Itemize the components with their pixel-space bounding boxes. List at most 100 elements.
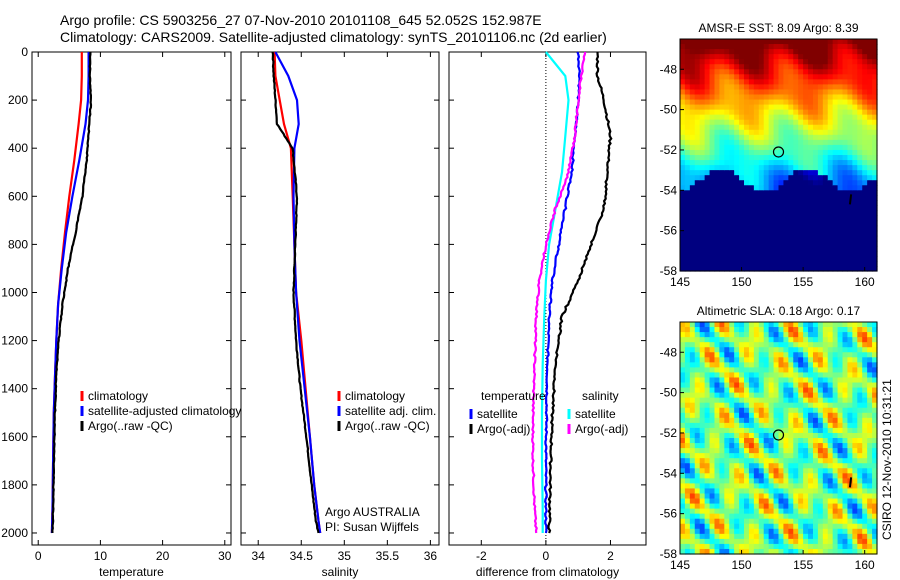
heatmap-cell — [724, 523, 730, 530]
heatmap-cell — [793, 397, 799, 404]
heatmap-cell — [808, 170, 814, 176]
heatmap-cell — [714, 165, 720, 171]
heatmap-cell — [684, 99, 691, 106]
heatmap-cell — [783, 327, 789, 333]
heatmap-cell — [709, 220, 716, 227]
heatmap-cell — [739, 109, 745, 116]
heatmap-cell — [744, 59, 750, 65]
heatmap-cell — [867, 387, 873, 394]
heatmap-cell — [837, 443, 844, 449]
heatmap-cell — [817, 493, 824, 500]
heatmap-cell — [788, 372, 794, 379]
heatmap-cell — [837, 387, 844, 394]
heatmap-cell — [857, 160, 863, 166]
heatmap-cell — [817, 448, 824, 454]
heatmap-cell — [862, 230, 868, 237]
heatmap-cell — [842, 235, 849, 242]
heatmap-cell — [837, 478, 844, 484]
heatmap-cell — [852, 54, 858, 60]
y-tick-label: -58 — [660, 264, 678, 278]
heatmap-cell — [704, 59, 711, 65]
heatmap-cell — [763, 372, 770, 379]
heatmap-cell — [783, 180, 789, 186]
heatmap-cell — [704, 54, 711, 60]
heatmap-cell — [778, 377, 785, 384]
heatmap-cell — [734, 44, 740, 50]
heatmap-cell — [847, 119, 853, 126]
heatmap-cell — [832, 327, 839, 333]
heatmap-cell — [783, 438, 789, 444]
heatmap-cell — [842, 180, 849, 186]
heatmap-cell — [729, 74, 735, 80]
heatmap-cell — [734, 190, 740, 196]
heatmap-cell — [837, 372, 844, 379]
heatmap-cell — [729, 518, 735, 525]
heatmap-cell — [837, 79, 844, 85]
heatmap-cell — [832, 347, 839, 353]
heatmap-cell — [680, 463, 686, 469]
heatmap-cell — [773, 342, 780, 348]
heatmap-cell — [753, 235, 760, 242]
heatmap-cell — [763, 337, 770, 343]
heatmap-cell — [832, 69, 839, 75]
heatmap-cell — [684, 377, 691, 384]
heatmap-cell — [768, 210, 775, 217]
heatmap-cell — [758, 240, 765, 247]
heatmap-cell — [862, 478, 868, 484]
heatmap-cell — [778, 99, 785, 106]
heatmap-cell — [822, 139, 829, 146]
heatmap-cell — [734, 235, 740, 242]
heatmap-cell — [680, 220, 686, 227]
heatmap-cell — [739, 513, 745, 520]
heatmap-cell — [744, 144, 750, 151]
heatmap-cell — [793, 543, 799, 550]
heatmap-cell — [739, 240, 745, 247]
heatmap-cell — [694, 407, 701, 414]
heatmap-cell — [680, 432, 686, 439]
heatmap-cell — [872, 165, 878, 171]
heatmap-cell — [847, 230, 853, 237]
heatmap-cell — [788, 200, 794, 207]
heatmap-cell — [748, 407, 755, 414]
heatmap-cell — [729, 362, 735, 368]
heatmap-cell — [689, 139, 696, 146]
heatmap-cell — [763, 422, 770, 429]
heatmap-cell — [773, 372, 780, 379]
heatmap-cell — [783, 210, 789, 217]
heatmap-cell — [724, 503, 730, 510]
heatmap-cell — [798, 240, 804, 247]
heatmap-cell — [862, 170, 868, 176]
heatmap-cell — [872, 362, 878, 368]
heatmap-cell — [842, 357, 849, 363]
heatmap-cell — [739, 392, 745, 399]
heatmap-cell — [744, 245, 750, 252]
heatmap-cell — [773, 443, 780, 449]
heatmap-cell — [739, 155, 745, 161]
heatmap-cell — [852, 402, 858, 409]
heatmap-cell — [768, 104, 775, 111]
heatmap-cell — [803, 513, 809, 520]
heatmap-cell — [680, 397, 686, 404]
heatmap-cell — [758, 139, 765, 146]
heatmap-cell — [803, 104, 809, 111]
heatmap-cell — [852, 468, 858, 474]
heatmap-cell — [783, 473, 789, 479]
heatmap-cell — [852, 59, 858, 65]
map-frame — [679, 321, 878, 555]
heatmap-cell — [773, 245, 780, 252]
heatmap-cell — [857, 54, 863, 60]
heatmap-cell — [857, 538, 863, 545]
heatmap-cell — [699, 463, 706, 469]
heatmap-cell — [783, 448, 789, 454]
heatmap-cell — [842, 438, 849, 444]
heatmap-cell — [768, 230, 775, 237]
heatmap-cell — [812, 322, 819, 328]
heatmap-cell — [847, 528, 853, 535]
heatmap-cell — [734, 64, 740, 70]
heatmap-cell — [857, 225, 863, 232]
heatmap-cell — [872, 59, 878, 65]
heatmap-cell — [852, 473, 858, 479]
heatmap-cell — [872, 503, 878, 510]
heatmap-cell — [684, 412, 691, 419]
heatmap-cell — [734, 372, 740, 379]
